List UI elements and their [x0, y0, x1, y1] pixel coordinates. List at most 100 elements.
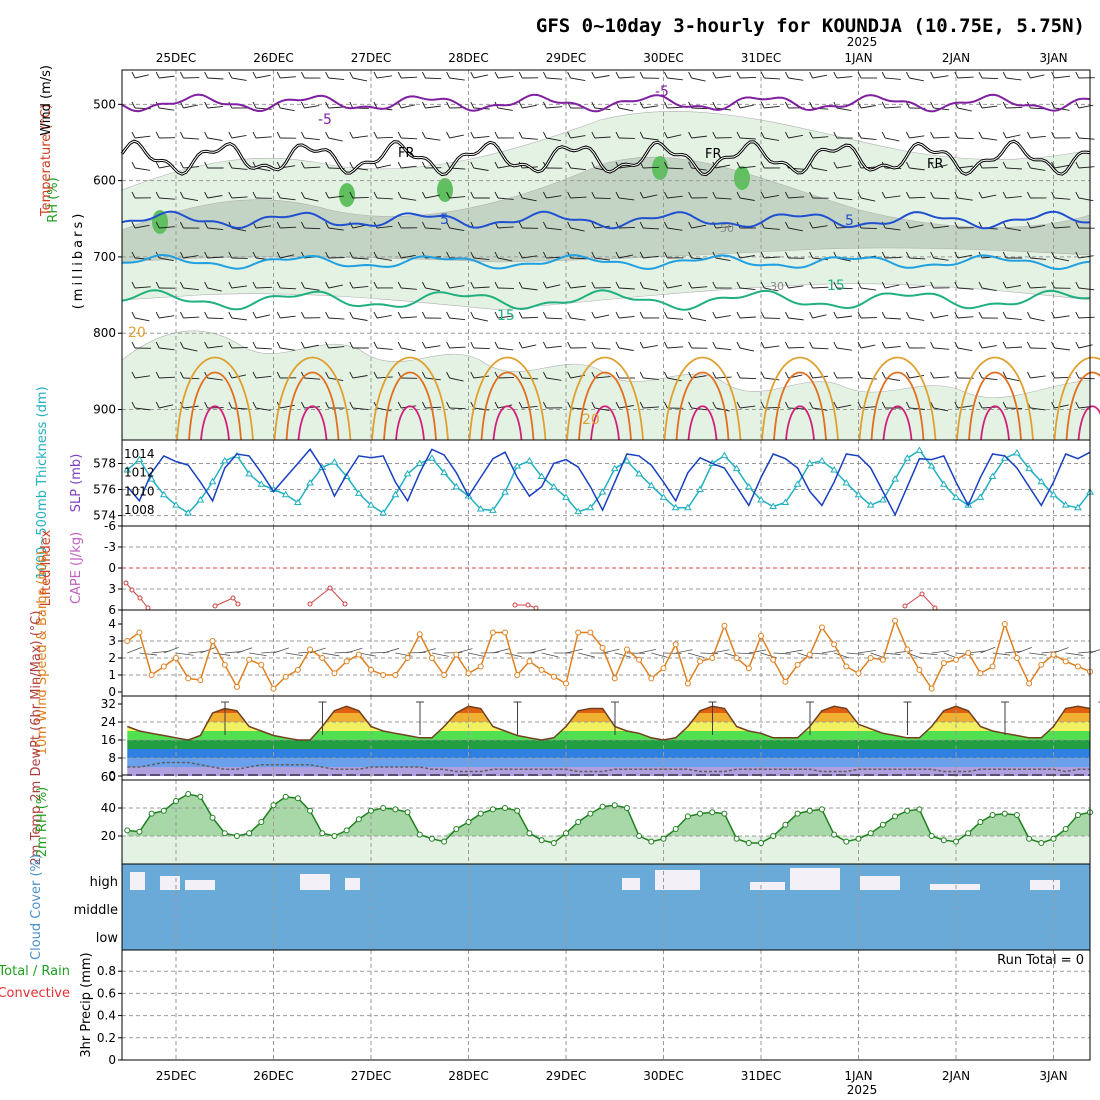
- barb-flag-5-28: [809, 221, 814, 229]
- wind10m-barb-28: [468, 652, 486, 657]
- thickness-point-57: [818, 456, 826, 464]
- barb-5-12: [425, 227, 442, 230]
- rh2m-point-9: [233, 833, 240, 839]
- wind10m-speed-point-53: [770, 656, 777, 663]
- barb-flag-0-9: [349, 71, 354, 79]
- wind10m-barb-43: [651, 652, 668, 658]
- barb-flag-2-26: [760, 131, 765, 139]
- barb-2-14: [473, 136, 490, 139]
- thickness-point-36: [562, 493, 570, 500]
- contour-30-lobe-3: [492, 405, 523, 441]
- barb-flag-6-34: [954, 251, 959, 259]
- barb-10-22: [667, 377, 682, 382]
- wind10m-barb-27: [456, 648, 473, 654]
- barb-8-25: [739, 316, 756, 319]
- barb-flag-2-34: [954, 131, 959, 139]
- barb-6-33: [933, 257, 949, 261]
- ylabel-rh: RH (%): [46, 177, 61, 222]
- barb-9-35: [981, 345, 997, 349]
- barb-flag-9-15: [494, 341, 499, 349]
- barb-9-7: [304, 344, 319, 349]
- barb-3-34: [957, 165, 974, 169]
- barb-flag-4-22: [663, 191, 668, 199]
- barb-7-0: [134, 286, 151, 289]
- barb-flag-10-33: [930, 371, 935, 379]
- barb-7-27: [788, 285, 804, 289]
- rh2m-point-54: [782, 821, 789, 828]
- barb-11-29: [836, 404, 852, 409]
- barb-flag-7-35: [978, 281, 983, 289]
- barb-flag-5-22: [663, 221, 668, 229]
- precip-panel: 0 0.2 0.4 0.6 0.8 Run Total = 0: [97, 949, 1091, 1067]
- barb-0-35: [981, 77, 998, 80]
- barb-5-30: [860, 227, 877, 230]
- barb-5-5: [255, 225, 272, 229]
- barb-9-24: [715, 347, 732, 351]
- wind10m-barb-40: [614, 652, 632, 658]
- thickness-point-37: [574, 507, 583, 515]
- barb-flag-0-6: [276, 71, 281, 79]
- ylabel-precip: 3hr Precip (mm): [79, 952, 94, 1057]
- thickness-point-35: [549, 482, 558, 490]
- rh2m-point-13: [282, 793, 289, 800]
- barb-flag-11-0: [131, 401, 136, 409]
- barb-6-3: [207, 256, 224, 259]
- barb-flag-10-1: [155, 371, 160, 379]
- rh2m-point-47: [697, 810, 704, 817]
- barb-flag-6-3: [204, 251, 209, 259]
- barb-flag-4-36: [1002, 191, 1007, 199]
- barb-flag-7-20: [615, 281, 620, 289]
- rh2m-point-2: [148, 810, 155, 817]
- barb-9-22: [667, 346, 684, 349]
- barb-flag-11-4: [228, 401, 233, 409]
- barb-flag-3-37: [1026, 161, 1031, 169]
- rh-band-2: [121, 330, 1091, 441]
- thickness-point-58: [830, 465, 839, 473]
- wind10m-speed-point-57: [818, 624, 825, 631]
- barb-6-10: [376, 257, 392, 261]
- slp-tick-2: 1012: [124, 466, 155, 480]
- thickness-point-13: [281, 490, 290, 498]
- barb-flag-4-30: [857, 191, 862, 199]
- barb-flag-7-2: [179, 281, 184, 289]
- precip-tick-3: 0.6: [97, 986, 116, 1000]
- barb-flag-1-25: [736, 101, 741, 109]
- fr-label-c: FR: [927, 157, 944, 172]
- barb-2-39: [1078, 137, 1095, 140]
- barb-flag-3-36: [1002, 161, 1007, 169]
- barb-flag-3-9: [349, 161, 354, 169]
- contour-freezing-inner: [121, 140, 1091, 176]
- thickness-point-14: [293, 498, 302, 506]
- rh2m-area: [127, 794, 1091, 836]
- barb-5-10: [376, 225, 393, 229]
- barb-flag-8-34: [954, 311, 959, 319]
- barb-flag-4-29: [833, 191, 838, 199]
- contour-20-lobe-4: [566, 356, 644, 441]
- barb-flag-8-28: [809, 311, 814, 319]
- barb-flag-9-25: [736, 341, 741, 349]
- barb-flag-8-37: [1026, 311, 1031, 319]
- barb-flag-8-20: [615, 311, 620, 319]
- barb-4-26: [764, 194, 779, 199]
- barb-1-39: [1078, 104, 1094, 109]
- wind10m-speed-point-56: [806, 651, 813, 658]
- barb-flag-4-5: [252, 191, 257, 199]
- rh2m-point-12: [270, 802, 277, 809]
- barb-flag-11-18: [567, 401, 572, 409]
- rh2m-point-40: [611, 802, 618, 809]
- barb-5-32: [909, 224, 924, 229]
- barb-flag-6-8: [325, 251, 330, 259]
- wind10m-speed-point-19: [355, 651, 362, 658]
- barb-flag-2-11: [397, 131, 402, 139]
- contour-25-lobe-6: [773, 371, 827, 441]
- barb-flag-8-27: [784, 311, 789, 319]
- lifted-index-tick-1: -3: [104, 540, 116, 554]
- barb-flag-3-11: [397, 161, 402, 169]
- barb-7-5: [255, 286, 272, 289]
- barb-flag-11-27: [784, 401, 789, 409]
- barb-9-1: [159, 347, 175, 351]
- barb-4-21: [643, 194, 658, 199]
- barb-flag-6-2: [179, 251, 184, 259]
- barb-1-7: [304, 105, 320, 109]
- barb-7-37: [1030, 286, 1047, 289]
